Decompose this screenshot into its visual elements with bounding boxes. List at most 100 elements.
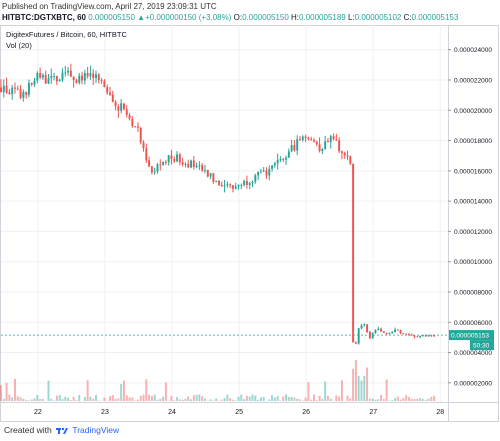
candle-body bbox=[313, 140, 315, 142]
candle-body bbox=[257, 172, 260, 176]
candle-body bbox=[95, 74, 97, 79]
volume-bar bbox=[67, 397, 70, 401]
volume-bar bbox=[273, 397, 276, 401]
volume-bar bbox=[226, 394, 229, 401]
candle-body bbox=[111, 94, 114, 102]
candle-body bbox=[385, 332, 388, 335]
candle-body bbox=[145, 148, 148, 161]
volume-bar bbox=[22, 398, 25, 401]
close-value: 0.000005153 bbox=[411, 13, 459, 22]
volume-bar bbox=[313, 394, 315, 401]
candle-body bbox=[209, 173, 212, 177]
volume-bar bbox=[72, 396, 75, 401]
volume-bar bbox=[122, 380, 125, 401]
footer-created-with: Created with bbox=[4, 425, 52, 435]
candle-body bbox=[416, 336, 419, 338]
candle-body bbox=[97, 74, 100, 81]
volume-bar bbox=[257, 399, 260, 401]
volume-bar bbox=[287, 397, 290, 401]
footer: Created with TradingView bbox=[4, 425, 119, 435]
candle-body bbox=[265, 170, 268, 176]
volume-bar bbox=[47, 380, 50, 401]
candle-body bbox=[159, 164, 162, 166]
candle-body bbox=[324, 141, 327, 150]
candle-body bbox=[405, 333, 408, 335]
volume-bar bbox=[304, 397, 307, 401]
candle-body bbox=[11, 87, 14, 94]
candle-body bbox=[178, 154, 181, 163]
volume-bar bbox=[114, 398, 117, 401]
volume-bar bbox=[150, 395, 153, 401]
candle-body bbox=[27, 83, 30, 95]
price-tick-label: 0.000012000 bbox=[454, 229, 492, 236]
candle-body bbox=[78, 75, 81, 83]
close-label: C: bbox=[403, 13, 412, 22]
candle-body bbox=[357, 328, 360, 344]
volume-bar bbox=[220, 399, 223, 401]
price-scale: 0.000024000 0.000022000 0.000020000 0.00001… bbox=[448, 47, 492, 387]
volume-bar bbox=[391, 400, 394, 401]
candle-body bbox=[430, 334, 433, 336]
candle-body bbox=[245, 180, 248, 185]
candle-body bbox=[109, 92, 111, 95]
volume-bar bbox=[251, 394, 254, 401]
volume-bar bbox=[92, 398, 95, 401]
volume-bar bbox=[142, 394, 145, 401]
candle-body bbox=[217, 180, 220, 185]
volume-bar bbox=[382, 399, 385, 401]
candle-body bbox=[0, 87, 2, 93]
volume-bar bbox=[109, 396, 111, 401]
low-value: 0.000005102 bbox=[354, 13, 402, 22]
candle-body bbox=[343, 152, 346, 156]
candle-body bbox=[142, 142, 145, 149]
footer-brand[interactable]: TradingView bbox=[72, 425, 120, 435]
candle-body bbox=[251, 181, 254, 184]
candle-body bbox=[329, 136, 332, 143]
candle-body bbox=[89, 73, 92, 77]
volume-bar bbox=[33, 398, 36, 401]
volume-bar bbox=[368, 398, 371, 401]
time-tick-label: 23 bbox=[101, 409, 109, 416]
candle-body bbox=[47, 78, 50, 84]
candle-body bbox=[64, 72, 67, 74]
price-tick-label: 0.000022000 bbox=[454, 77, 492, 84]
volume-bar bbox=[321, 399, 324, 401]
candle-body bbox=[201, 165, 204, 171]
volume-bar bbox=[315, 400, 318, 401]
candle-body bbox=[192, 160, 195, 168]
volume-bar bbox=[354, 360, 357, 401]
volume-bar bbox=[237, 396, 240, 401]
candle-body bbox=[304, 136, 307, 138]
tradingview-logo-icon bbox=[56, 427, 69, 434]
volume-bar bbox=[293, 397, 296, 401]
candle-body bbox=[290, 145, 293, 152]
time-tick-label: 25 bbox=[235, 409, 243, 416]
candle-body bbox=[346, 155, 349, 157]
candle-body bbox=[380, 328, 383, 332]
volume-bar bbox=[424, 399, 427, 401]
candle-body bbox=[198, 165, 201, 167]
candle-body bbox=[167, 155, 170, 163]
volume-bar bbox=[36, 395, 39, 401]
candle-body bbox=[41, 75, 44, 78]
candle-body bbox=[371, 333, 374, 339]
candle-body bbox=[299, 139, 301, 141]
candle-body bbox=[195, 165, 198, 168]
volume-bar bbox=[159, 398, 162, 401]
candle-body bbox=[139, 127, 142, 143]
volume-bar bbox=[419, 398, 422, 401]
volume-bar bbox=[268, 399, 271, 401]
price-tick-label: 0.000004000 bbox=[454, 350, 492, 357]
volume-bar bbox=[215, 398, 218, 401]
volume-bar bbox=[427, 398, 430, 401]
candle-body bbox=[206, 169, 209, 177]
candle-body bbox=[282, 159, 285, 160]
volume-bar bbox=[103, 397, 106, 401]
candle-body bbox=[134, 126, 137, 127]
candle-body bbox=[13, 87, 16, 89]
volume-bar bbox=[58, 394, 61, 401]
volume-bar bbox=[117, 398, 120, 401]
chart-legend-title: DigitexFutures / Bitcoin, 60, HITBTC bbox=[6, 30, 127, 39]
volume-bar bbox=[357, 376, 360, 401]
